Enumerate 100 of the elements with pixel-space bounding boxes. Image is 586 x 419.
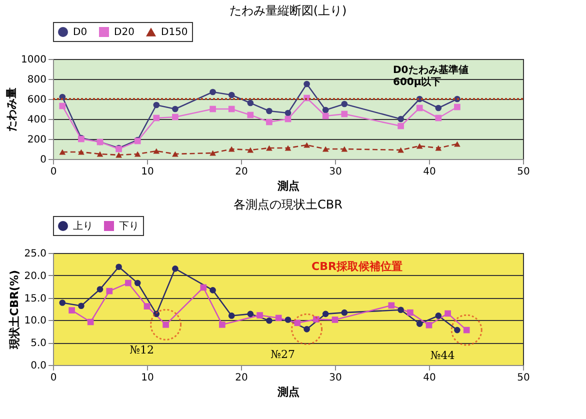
y-tick-label: 0.0: [30, 360, 46, 372]
x-axis-title: 測点: [276, 180, 300, 192]
point: [96, 151, 104, 157]
point: [172, 266, 178, 272]
point: [228, 312, 235, 319]
point: [266, 145, 272, 151]
point: [59, 102, 66, 110]
point: [388, 302, 395, 309]
point: [125, 280, 132, 286]
point: [256, 312, 263, 318]
point: [200, 284, 207, 291]
annotation: CBR採取候補位置: [312, 260, 402, 273]
x-tick-label: 10: [141, 372, 154, 384]
y-tick-label: 20.0: [24, 270, 46, 282]
point: [398, 122, 404, 130]
point: [247, 112, 254, 118]
point: [454, 104, 460, 110]
chart-title: たわみ量縦断図(上り): [229, 4, 347, 18]
point: [134, 280, 141, 286]
point: [228, 92, 235, 98]
y-tick-label: 5.0: [30, 338, 46, 350]
x-tick-label: 30: [329, 166, 342, 178]
point: [454, 141, 460, 147]
x-tick-label: 20: [235, 372, 248, 384]
point: [134, 151, 141, 157]
annotation: №12: [130, 344, 154, 357]
point: [304, 142, 310, 148]
point: [435, 312, 442, 319]
x-axis-title: 測点: [276, 386, 300, 398]
ref-line-label: D0たわみ基準値 600μ以下: [393, 64, 468, 88]
point: [341, 110, 348, 118]
point: [210, 88, 216, 96]
y-axis-title: たわみ量: [5, 88, 18, 132]
point: [247, 147, 254, 153]
point: [172, 114, 178, 120]
point: [322, 112, 329, 120]
point: [426, 322, 432, 328]
point: [153, 148, 160, 154]
point: [266, 317, 272, 324]
point: [153, 114, 160, 122]
point: [341, 309, 348, 316]
point: [322, 146, 329, 152]
point: [454, 326, 460, 334]
point: [398, 147, 404, 153]
point: [435, 114, 442, 122]
point: [96, 286, 104, 292]
chart-title: 各測点の現状土CBR: [234, 198, 342, 212]
point: [284, 110, 292, 116]
point: [144, 303, 150, 310]
point: [284, 316, 292, 323]
point: [322, 106, 329, 114]
point: [266, 108, 272, 114]
point: [294, 320, 301, 326]
point: [398, 306, 404, 314]
x-tick-label: 0: [50, 372, 57, 384]
point: [228, 106, 235, 112]
point: [78, 302, 84, 310]
legend-label: 上り: [73, 220, 93, 232]
y-tick-label: 15.0: [24, 293, 46, 304]
point: [341, 100, 348, 108]
point: [210, 150, 216, 156]
point: [435, 104, 442, 112]
x-tick-label: 40: [423, 372, 436, 384]
point: [407, 309, 414, 316]
point: [210, 106, 216, 112]
point: [284, 145, 292, 151]
point: [87, 318, 94, 326]
legend-label: D150: [161, 27, 188, 38]
point: [435, 145, 442, 151]
point: [266, 118, 272, 126]
point: [322, 310, 329, 318]
point: [398, 116, 404, 122]
x-tick-label: 0: [50, 166, 57, 178]
point: [59, 149, 66, 155]
point: [106, 288, 113, 294]
point: [416, 104, 423, 112]
y-tick-label: 10.0: [24, 316, 46, 327]
point: [228, 146, 235, 152]
point: [116, 152, 122, 158]
point: [172, 106, 178, 112]
point: [416, 143, 423, 149]
point: [341, 146, 348, 152]
point: [210, 287, 216, 294]
legend-label: D0: [73, 27, 88, 38]
y-axis-title: 現状土CBR(%): [8, 270, 22, 350]
point: [444, 310, 451, 317]
point: [59, 300, 66, 306]
x-tick-label: 30: [329, 372, 342, 384]
legend-label: 下り: [119, 221, 139, 232]
point: [284, 116, 292, 122]
point: [172, 151, 178, 157]
point: [304, 80, 310, 88]
y-tick-label: 1000: [21, 54, 46, 66]
x-tick-label: 50: [517, 166, 530, 178]
x-tick-label: 40: [423, 166, 436, 178]
annotation: №27: [270, 348, 296, 362]
y-tick-label: 200: [27, 134, 46, 146]
y-tick-label: 400: [27, 114, 46, 126]
x-tick-label: 50: [517, 372, 530, 384]
point: [68, 307, 75, 314]
